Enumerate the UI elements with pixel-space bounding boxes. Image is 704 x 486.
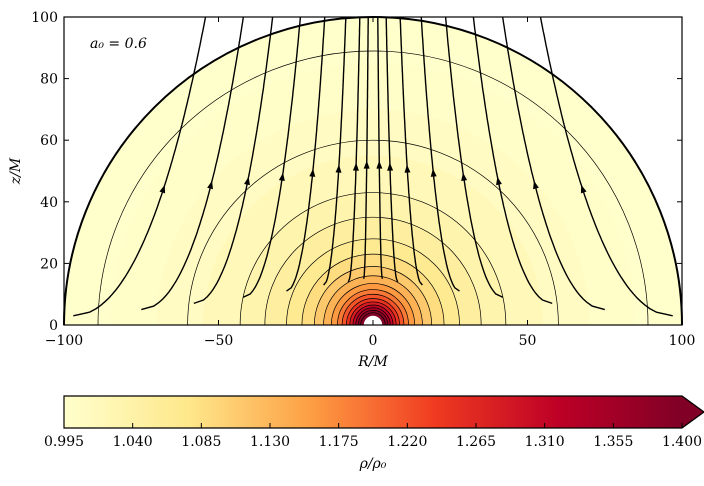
streamline-arrow [580,184,587,194]
streamline-arrow [244,176,250,186]
density-contour [341,293,405,325]
y-axis: 0 20 40 60 80 100 [31,10,58,334]
x-tick-label: −100 [45,333,83,349]
density-contour [330,283,416,325]
streamline [472,17,553,305]
density-contour [301,253,445,325]
x-axis: −100 −50 0 50 100 [45,333,696,349]
streamline-arrow [430,168,437,177]
colorbar-tick-label: 1.310 [525,434,565,450]
streamline-arrow [496,176,502,186]
colorbar-tick-label: 1.040 [113,434,153,450]
colorbar-extend-arrow [682,396,704,428]
colorbar-tick-label: 1.220 [387,434,427,450]
colorbar-tick-label: 1.400 [662,434,702,450]
density-contour [187,139,559,325]
colorbar-tick-label: 0.995 [44,434,84,450]
density-contour [286,238,460,325]
axis-ticks [63,16,683,326]
streamline [385,17,399,283]
streamline-arrow [404,164,411,173]
y-tick-label: 80 [40,72,58,88]
colorbar-label: ρ/ρ₀ [359,456,387,472]
density-contour [97,50,649,325]
streamline [363,17,369,279]
density-contour [349,301,397,325]
streamline [242,17,302,298]
colorbar-gradient [64,396,682,428]
streamline-arrow [387,162,394,171]
streamlines [73,17,673,317]
y-tick-label: 0 [49,318,58,334]
colorbar-tick-label: 1.175 [319,434,359,450]
colorbar-tick-label: 1.085 [181,434,221,450]
density-contour [239,192,507,325]
y-tick-label: 20 [40,256,58,272]
spin-annotation: a₀ = 0.6 [90,36,147,52]
streamline-arrow [461,172,468,182]
streamline-arrow [352,162,359,171]
streamline [193,17,274,305]
x-axis-label: R/M [357,354,388,370]
colorbar: 0.995 1.040 1.085 1.130 1.175 1.220 1.265 1.310… [44,395,704,472]
plot-area: a₀ = 0.6 [63,16,683,326]
streamline [539,17,673,317]
y-tick-label: 60 [40,133,58,149]
streamline-arrow [533,180,539,190]
x-tick-label: −50 [204,333,234,349]
density-contour [360,312,386,325]
x-tick-label: 50 [519,333,537,349]
streamline-arrow [278,172,285,182]
y-axis-label: z/M [8,157,24,185]
streamline [286,17,326,292]
streamline [444,17,504,298]
colorbar-tick-label: 1.265 [456,434,496,450]
colorbar-ticks: 0.995 1.040 1.085 1.130 1.175 1.220 1.265 1.310… [44,423,702,450]
density-contour [264,216,482,325]
x-tick-label: 0 [369,333,378,349]
y-tick-label: 100 [31,10,58,26]
colorbar-tick-label: 1.355 [593,434,633,450]
streamline [73,17,207,317]
density-contour [337,289,409,325]
density-contours [97,50,649,325]
streamline [323,17,347,286]
colorbar-tick-label: 1.130 [250,434,290,450]
density-contour [357,309,389,325]
y-tick-label: 40 [40,195,58,211]
density-contour [355,307,391,325]
streamline-arrow [335,164,342,173]
streamline [399,17,423,286]
streamline-arrow [363,160,370,169]
density-contour [323,275,423,325]
streamline-arrow [309,168,316,177]
streamline-arrow [207,180,213,190]
colorbar-outline [63,395,704,429]
streamline [377,17,383,279]
density-contour [313,266,433,325]
streamline-arrow [376,160,383,169]
x-tick-label: 100 [669,333,696,349]
streamline [347,17,361,283]
streamline-arrow [159,184,166,194]
streamline [420,17,460,292]
density-contour [346,298,400,325]
density-contour [352,304,394,325]
